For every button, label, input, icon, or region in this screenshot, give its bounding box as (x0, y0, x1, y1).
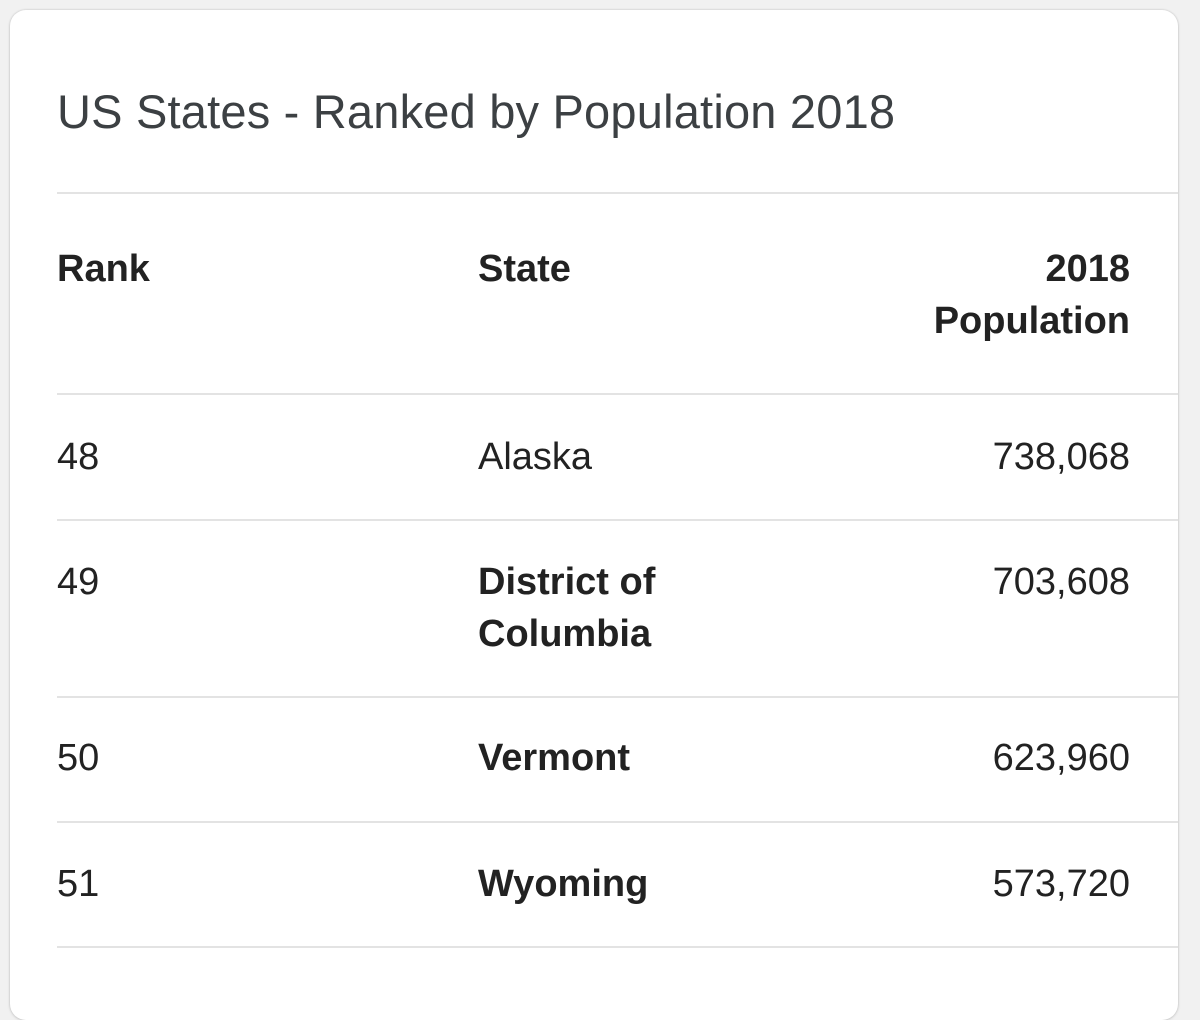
header-rank[interactable]: Rank (57, 248, 150, 290)
row-population: 573,720 (992, 863, 1130, 905)
row-rank: 49 (57, 561, 100, 603)
row-state[interactable]: Vermont (478, 737, 631, 779)
card-title: US States - Ranked by Population 2018 (57, 85, 896, 138)
row-rank: 48 (57, 436, 100, 478)
header-population-line1[interactable]: 2018 (1045, 248, 1130, 290)
row-rank: 51 (57, 863, 100, 905)
row-rank: 50 (57, 737, 100, 779)
population-card: US States - Ranked by Population 2018 Ra… (10, 10, 1178, 1020)
row-population: 738,068 (992, 436, 1130, 478)
row-state-line1[interactable]: District of (478, 561, 656, 603)
row-divider (57, 946, 1178, 948)
row-state-line2[interactable]: Columbia (478, 613, 652, 655)
title-divider (57, 192, 1178, 194)
row-population: 703,608 (992, 561, 1130, 603)
header-state[interactable]: State (478, 248, 571, 290)
row-state[interactable]: Alaska (478, 436, 593, 478)
header-population-line2[interactable]: Population (933, 300, 1130, 342)
row-state[interactable]: Wyoming (478, 863, 649, 905)
row-divider (57, 519, 1178, 521)
row-divider (57, 696, 1178, 698)
row-population: 623,960 (992, 737, 1130, 779)
header-divider (57, 393, 1178, 395)
row-divider (57, 821, 1178, 823)
